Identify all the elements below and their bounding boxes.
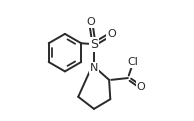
Text: N: N (90, 63, 98, 73)
Text: Cl: Cl (128, 57, 139, 67)
Text: O: O (107, 29, 116, 39)
Text: O: O (137, 82, 146, 92)
Text: S: S (90, 38, 98, 51)
Text: O: O (86, 17, 95, 27)
